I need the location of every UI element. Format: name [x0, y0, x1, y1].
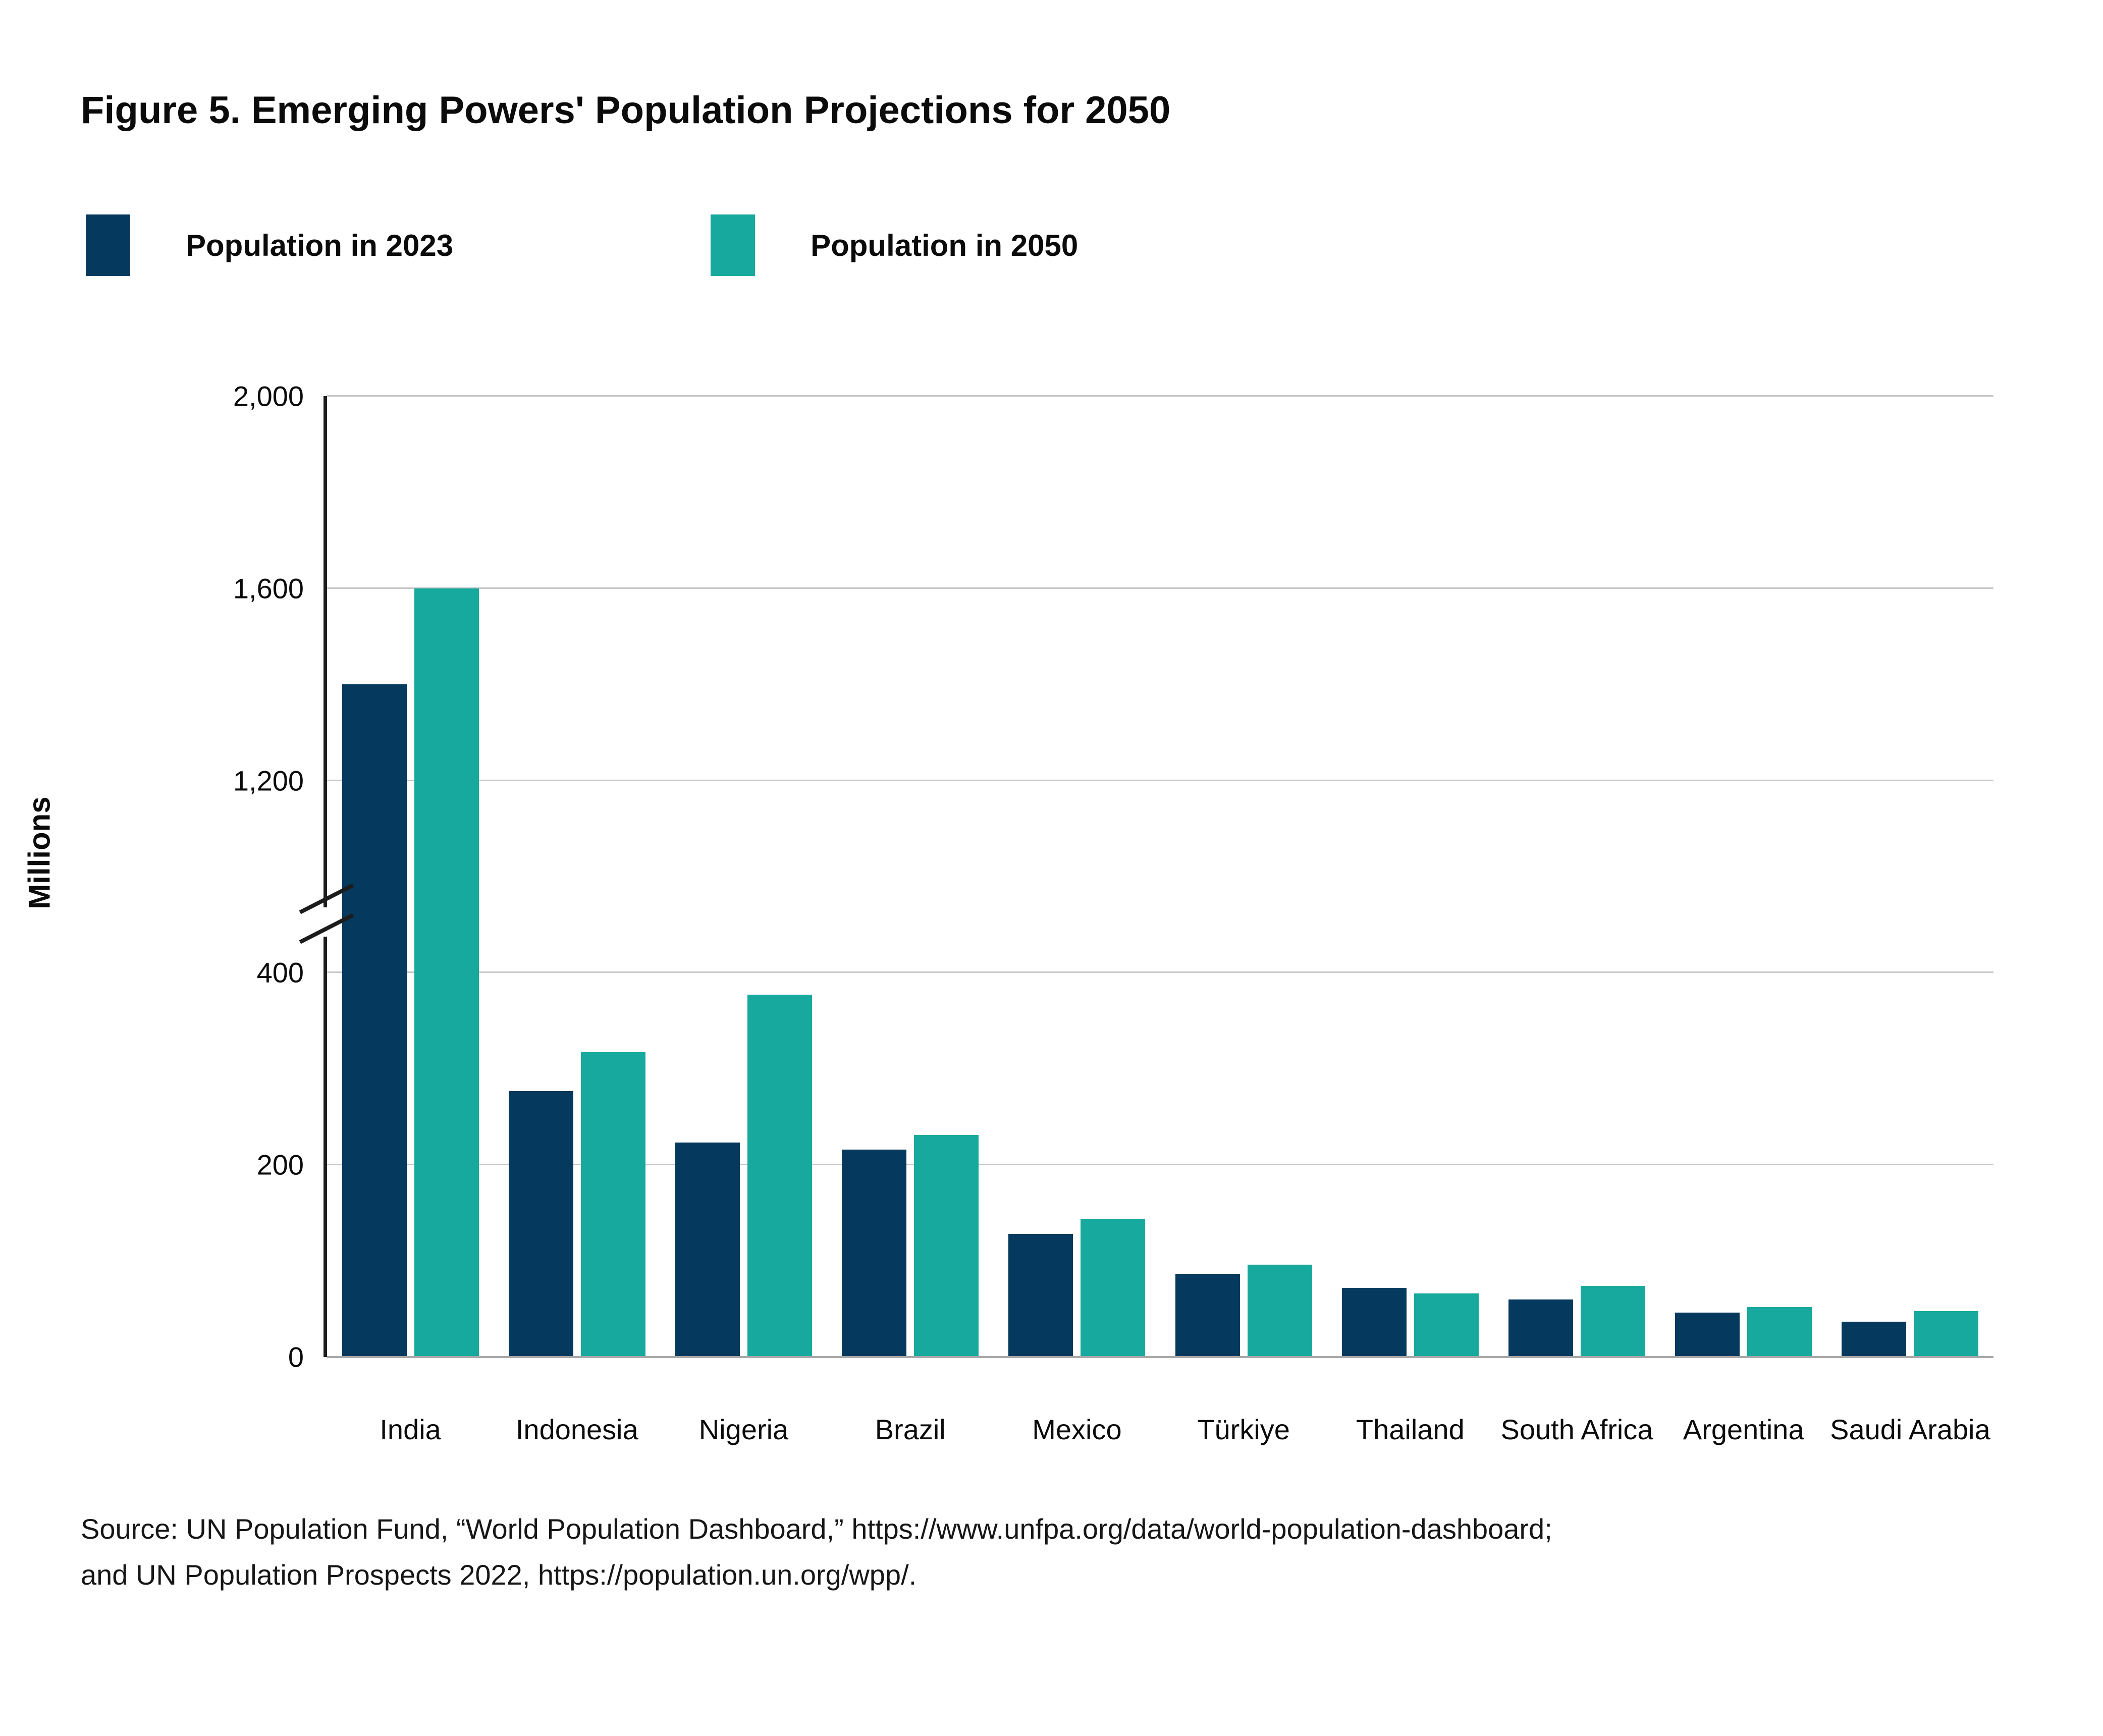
x-axis-label: Brazil — [875, 1414, 946, 1445]
x-axis-label: Argentina — [1683, 1414, 1804, 1445]
gridline-1200 — [327, 779, 1993, 781]
x-axis-labels: India Indonesia Nigeria Brazil Mexico Türkiye… — [327, 1413, 1993, 1446]
bar — [1081, 1218, 1146, 1357]
gridline-1600 — [327, 587, 1993, 589]
y-tick-label: 0 — [288, 1341, 304, 1373]
legend-swatch — [711, 214, 756, 276]
bar — [842, 1149, 907, 1357]
gridline-200 — [327, 1164, 1993, 1166]
legend-item: Population in 2023 — [86, 214, 453, 276]
source-note: Source: UN Population Fund, “World Popul… — [81, 1506, 1552, 1598]
legend: Population in 2023 Population in 2050 — [86, 214, 1078, 276]
legend-swatch — [86, 214, 130, 276]
y-axis-line — [323, 396, 327, 1357]
y-axis-title: Millions — [22, 796, 57, 909]
x-axis-line — [327, 1356, 1993, 1358]
bar — [1508, 1299, 1574, 1357]
legend-label: Population in 2050 — [811, 228, 1079, 262]
x-axis-label: Türkiye — [1197, 1414, 1290, 1445]
plot-area — [299, 395, 1993, 1358]
bar — [1747, 1307, 1812, 1357]
bar — [1675, 1313, 1740, 1357]
bar-group-thailand — [1327, 396, 1493, 1357]
bar — [342, 684, 407, 1357]
bar — [1581, 1286, 1646, 1357]
x-axis-label: Nigeria — [698, 1414, 789, 1445]
source-line: and UN Population Prospects 2022, https:… — [81, 1558, 917, 1591]
bar-group-saudi-arabia — [1827, 396, 1993, 1357]
source-line: Source: UN Population Fund, “World Popul… — [81, 1513, 1552, 1545]
bar — [747, 995, 812, 1357]
bar-group-argentina — [1660, 396, 1827, 1357]
y-tick-label: 400 — [256, 956, 304, 989]
bar-group-brazil — [827, 396, 994, 1357]
bar — [1914, 1311, 1979, 1357]
bar-group-mexico — [994, 396, 1160, 1357]
bar-group-nigeria — [660, 396, 827, 1357]
bar-group-indonesia — [494, 396, 660, 1357]
gridline-2000 — [327, 395, 1993, 397]
x-axis-label: Thailand — [1356, 1414, 1465, 1445]
x-axis-label: Saudi Arabia — [1830, 1414, 1990, 1445]
y-tick-label: 1,200 — [233, 765, 304, 797]
bar — [1842, 1321, 1907, 1357]
bar — [1341, 1287, 1407, 1357]
y-tick-label: 200 — [256, 1149, 304, 1181]
x-axis-label: Indonesia — [515, 1414, 638, 1445]
bar-group-türkiye — [1160, 396, 1327, 1357]
bar-group-south-africa — [1493, 396, 1660, 1357]
chart-title: Figure 5. Emerging Powers' Population Pr… — [81, 89, 1171, 132]
gridline-400 — [327, 971, 1993, 973]
axis-break-gap — [322, 907, 328, 937]
bar — [580, 1052, 645, 1357]
legend-item: Population in 2050 — [711, 214, 1078, 276]
x-axis-label: India — [380, 1414, 441, 1445]
bar — [1175, 1274, 1240, 1357]
x-axis-label: South Africa — [1500, 1414, 1653, 1445]
bar — [914, 1135, 979, 1357]
bar — [1247, 1265, 1312, 1357]
bars-layer — [327, 396, 1993, 1357]
bar-group-india — [327, 396, 494, 1357]
legend-label: Population in 2023 — [186, 228, 454, 262]
bar — [675, 1143, 740, 1357]
bar — [508, 1091, 573, 1357]
y-tick-label: 1,600 — [233, 572, 304, 605]
bar — [1414, 1293, 1479, 1357]
x-axis-label: Mexico — [1032, 1414, 1122, 1445]
bar — [414, 588, 479, 1357]
y-tick-label: 2,000 — [233, 380, 304, 412]
bar — [1008, 1234, 1073, 1357]
